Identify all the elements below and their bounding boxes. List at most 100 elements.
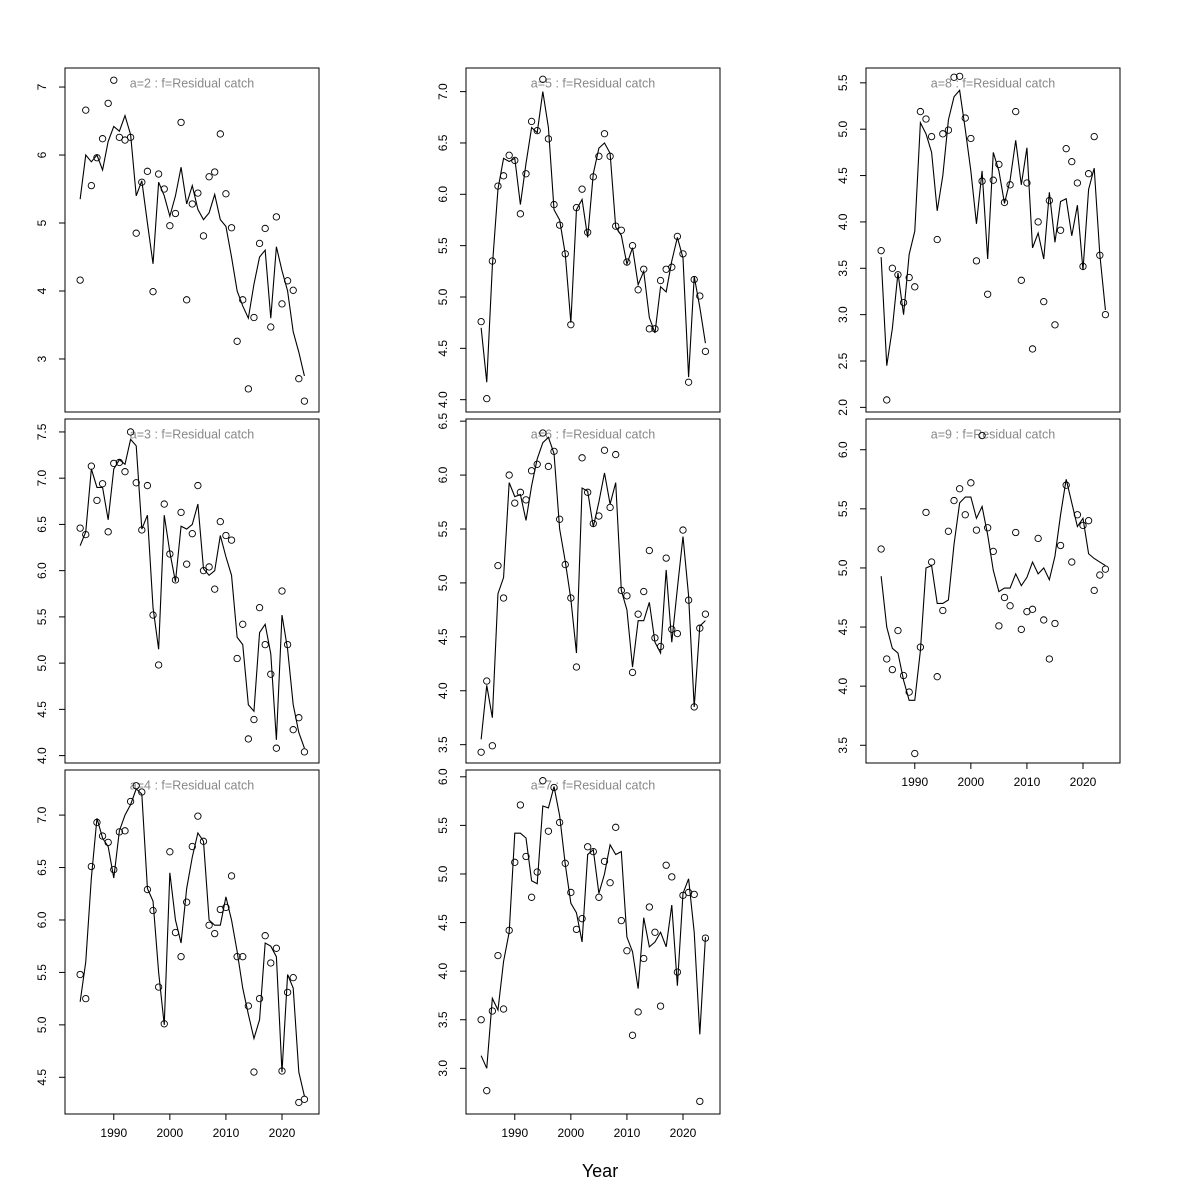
x-tick-label: 2020 bbox=[1070, 775, 1097, 789]
observed-point bbox=[1062, 145, 1070, 153]
observed-point bbox=[1084, 517, 1093, 525]
observed-point bbox=[222, 190, 230, 198]
observed-point bbox=[1101, 565, 1110, 573]
observed-point bbox=[177, 118, 185, 127]
observed-point bbox=[961, 511, 969, 519]
observed-point bbox=[149, 906, 157, 915]
observed-point bbox=[877, 545, 885, 553]
observed-point bbox=[267, 323, 275, 331]
observed-point bbox=[82, 994, 90, 1003]
observed-point bbox=[194, 481, 202, 490]
observed-point bbox=[110, 865, 118, 874]
observed-point bbox=[143, 481, 152, 490]
observed-point bbox=[533, 460, 541, 468]
observed-point bbox=[984, 524, 992, 532]
observed-point bbox=[1068, 157, 1076, 166]
y-tick-label: 5 bbox=[35, 219, 49, 226]
observed-point bbox=[477, 317, 485, 326]
observed-point bbox=[255, 239, 264, 248]
observed-point bbox=[617, 916, 625, 925]
plot-frame bbox=[865, 67, 1121, 413]
observed-point bbox=[1006, 181, 1014, 189]
observed-point bbox=[995, 622, 1003, 630]
fitted-line bbox=[480, 436, 706, 740]
observed-point bbox=[555, 515, 564, 523]
observed-point bbox=[239, 296, 247, 304]
y-tick-label: 5.5 bbox=[836, 74, 850, 91]
observed-point bbox=[149, 288, 157, 296]
observed-point bbox=[211, 168, 219, 176]
observed-point bbox=[544, 462, 553, 471]
y-tick-label: 7 bbox=[35, 83, 49, 90]
observed-point bbox=[1073, 179, 1082, 187]
plot-frame bbox=[465, 67, 721, 413]
observed-point bbox=[255, 994, 264, 1003]
observed-point bbox=[216, 130, 224, 138]
y-tick-label: 5.0 bbox=[436, 288, 450, 305]
observed-point bbox=[166, 848, 174, 856]
observed-point bbox=[584, 488, 592, 496]
observed-point bbox=[295, 375, 303, 383]
observed-point bbox=[623, 947, 631, 955]
observed-point bbox=[483, 677, 491, 685]
observed-point bbox=[527, 117, 536, 126]
observed-point bbox=[701, 347, 710, 356]
y-tick-label: 5.0 bbox=[35, 1016, 49, 1033]
observed-point bbox=[255, 603, 264, 612]
y-tick-label: 3.0 bbox=[836, 306, 850, 323]
plot-frame bbox=[64, 769, 320, 1115]
y-tick-label: 3.5 bbox=[836, 260, 850, 277]
y-tick-label: 4.0 bbox=[836, 213, 850, 230]
observed-point bbox=[600, 857, 609, 865]
observed-point bbox=[550, 783, 558, 792]
observed-point bbox=[927, 558, 936, 566]
observed-point bbox=[600, 446, 609, 454]
observed-point bbox=[612, 823, 620, 831]
observed-point bbox=[967, 134, 975, 143]
x-tick-label: 1990 bbox=[100, 1126, 127, 1140]
observed-point bbox=[516, 801, 525, 809]
observed-point bbox=[516, 210, 525, 218]
observed-point bbox=[972, 526, 981, 534]
observed-point bbox=[668, 873, 676, 881]
observed-point bbox=[645, 546, 654, 555]
panel-title: a=7 : f=Residual catch bbox=[531, 778, 655, 792]
y-tick-label: 6.0 bbox=[436, 466, 450, 483]
observed-point bbox=[883, 655, 891, 663]
observed-point bbox=[250, 715, 258, 724]
x-tick-label: 2010 bbox=[1014, 775, 1041, 789]
observed-point bbox=[239, 953, 247, 961]
observed-point bbox=[227, 872, 236, 880]
observed-point bbox=[1006, 602, 1014, 610]
observed-point bbox=[888, 665, 897, 674]
observed-point bbox=[483, 395, 491, 403]
observed-point bbox=[138, 178, 146, 186]
observed-point bbox=[955, 72, 964, 80]
fitted-line bbox=[880, 88, 1106, 366]
observed-point bbox=[933, 673, 941, 681]
observed-point bbox=[295, 1098, 303, 1107]
y-tick-label: 6.0 bbox=[436, 768, 450, 785]
x-tick-label: 1990 bbox=[501, 1126, 528, 1140]
observed-point bbox=[673, 968, 682, 976]
observed-point bbox=[183, 296, 191, 304]
observed-point bbox=[662, 861, 670, 869]
observed-point bbox=[972, 257, 981, 265]
y-tick-label: 5.0 bbox=[436, 574, 450, 591]
observed-point bbox=[916, 107, 925, 116]
observed-point bbox=[1068, 558, 1076, 566]
observed-point bbox=[1051, 321, 1059, 329]
observed-point bbox=[87, 862, 96, 871]
y-tick-label: 4.0 bbox=[436, 391, 450, 408]
y-tick-label: 6 bbox=[35, 151, 49, 158]
y-tick-label: 6.0 bbox=[436, 186, 450, 203]
observed-point bbox=[634, 1008, 642, 1016]
observed-point bbox=[499, 1005, 508, 1013]
y-tick-label: 4.5 bbox=[836, 618, 850, 635]
observed-point bbox=[628, 1031, 637, 1039]
observed-point bbox=[171, 209, 180, 218]
fitted-line bbox=[79, 787, 305, 1097]
observed-point bbox=[522, 496, 530, 504]
